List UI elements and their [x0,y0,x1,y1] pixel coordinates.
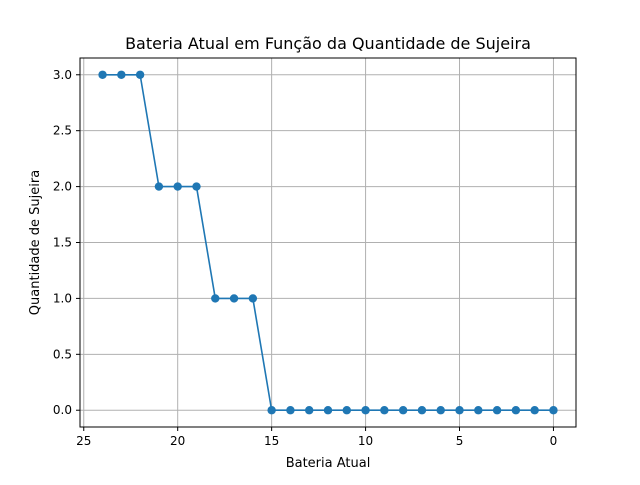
data-point [173,182,182,191]
data-point [492,406,502,415]
data-point [267,406,276,415]
data-point [98,70,107,79]
series-layer [98,70,558,415]
data-point [286,406,295,415]
y-tick-label: 0.5 [53,347,72,361]
data-point [323,406,333,415]
x-tick-label: 5 [456,434,464,448]
chart-title: Bateria Atual em Função da Quantidade de… [125,34,531,53]
data-point [229,294,239,303]
data-point [154,182,164,191]
data-point [117,70,126,79]
y-tick-label: 0.0 [53,403,72,417]
tick-layer: 25 20 15 10 5 0 0.0 0.5 1.0 1.5 2.0 2.5 3.0 [53,68,557,448]
x-tick-label: 25 [76,434,91,448]
x-tick-label: 20 [170,434,185,448]
data-point [305,406,314,415]
y-tick-label: 1.5 [53,236,72,250]
data-point [192,182,201,191]
data-point [342,406,351,415]
x-tick-label: 10 [358,434,373,448]
x-axis-label: Bateria Atual [286,456,371,471]
data-point [361,406,370,415]
data-point [417,406,427,415]
y-tick-label: 3.0 [53,68,72,82]
data-point [436,406,445,415]
x-tick-label: 0 [550,434,558,448]
data-point [511,406,521,415]
y-tick-label: 2.0 [53,180,72,194]
data-point [455,406,464,415]
data-point [211,294,220,303]
data-point [398,406,408,415]
data-point [248,294,258,303]
x-tick-label: 15 [264,434,279,448]
data-point [530,406,539,415]
data-point [380,406,389,415]
y-tick-label: 2.5 [53,124,72,138]
data-point [474,406,483,415]
data-point [135,70,145,79]
y-tick-label: 1.0 [53,291,72,305]
y-axis-label: Quantidade de Sujeira [28,170,43,315]
data-point [549,406,558,415]
